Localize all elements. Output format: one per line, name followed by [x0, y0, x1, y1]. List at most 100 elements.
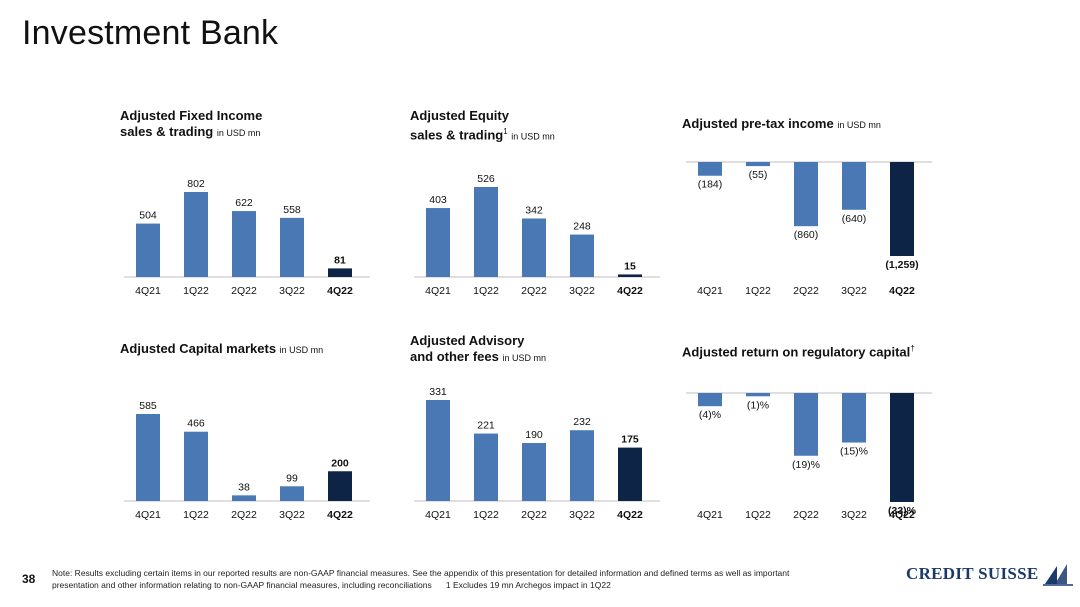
- data-label: 342: [525, 204, 543, 216]
- data-label: (33)%: [888, 505, 917, 517]
- data-label: (184): [698, 179, 723, 191]
- data-label: 403: [429, 194, 447, 206]
- chart-title-line1: Adjusted Capital markets: [120, 341, 277, 356]
- bar: [426, 400, 450, 501]
- bar: [328, 268, 352, 277]
- chart-unit: in USD mn: [279, 345, 324, 355]
- chart-title: Adjusted Equity sales & trading1 in USD …: [410, 108, 670, 144]
- category-label: 4Q21: [135, 285, 161, 297]
- chart-title-line1: Adjusted Equity: [410, 108, 509, 123]
- data-label: 802: [187, 178, 205, 190]
- category-label: 4Q21: [425, 509, 451, 521]
- category-label: 3Q22: [279, 509, 305, 521]
- bar: [570, 430, 594, 501]
- footnote-marker: †: [910, 344, 915, 353]
- bar-plot: 331 4Q21 221 1Q22 190 2Q22 232 3Q22 175 4Q22: [414, 386, 660, 521]
- category-label: 4Q22: [617, 285, 643, 297]
- category-label: 4Q21: [425, 285, 451, 297]
- data-label: 200: [331, 457, 349, 469]
- credit-suisse-logo: CREDIT SUISSE: [906, 562, 1073, 586]
- data-label: 622: [235, 197, 253, 209]
- data-label: (55): [749, 169, 768, 181]
- bar: [136, 223, 160, 277]
- chart-return-reg-capital: Adjusted return on regulatory capital† (…: [682, 341, 942, 541]
- bar: [842, 393, 866, 443]
- bar-plot: 504 4Q21 802 1Q22 622 2Q22 558 3Q22 81 4Q22: [124, 178, 370, 297]
- bar: [474, 187, 498, 277]
- bar: [794, 162, 818, 227]
- bar: [618, 274, 642, 277]
- data-label: 81: [334, 254, 346, 266]
- category-label: 4Q21: [697, 285, 723, 297]
- sails-icon: [1042, 564, 1073, 586]
- data-label: 466: [187, 418, 205, 430]
- category-label: 4Q22: [889, 285, 915, 297]
- data-label: (1)%: [747, 399, 769, 411]
- bar: [232, 495, 256, 501]
- chart-equity: Adjusted Equity sales & trading1 in USD …: [410, 108, 670, 308]
- bar-plot: (184) 4Q21 (55) 1Q22 (860) 2Q22 (640) 3Q22 (1,25…: [686, 161, 932, 297]
- bar: [522, 443, 546, 501]
- data-label: (1,259): [885, 259, 918, 271]
- category-label: 1Q22: [183, 509, 209, 521]
- chart-title: Adjusted pre-tax income in USD mn: [682, 116, 942, 133]
- chart-unit: in USD mn: [216, 128, 261, 138]
- category-label: 1Q22: [183, 285, 209, 297]
- category-label: 1Q22: [745, 509, 771, 521]
- chart-capital-markets: Adjusted Capital markets in USD mn 585 4Q…: [120, 341, 380, 541]
- bar: [746, 393, 770, 397]
- footnote-line-2: presentation and other information relat…: [52, 580, 611, 590]
- category-label: 3Q22: [841, 285, 867, 297]
- data-label: 15: [624, 260, 636, 272]
- bar: [698, 393, 722, 407]
- logo-text: CREDIT SUISSE: [906, 564, 1039, 583]
- category-label: 1Q22: [473, 509, 499, 521]
- data-label: 248: [573, 221, 591, 233]
- category-label: 4Q21: [697, 509, 723, 521]
- chart-title-line1: Adjusted Advisory: [410, 333, 525, 348]
- chart-title-line1: Adjusted pre-tax income: [682, 116, 834, 131]
- category-label: 3Q22: [841, 509, 867, 521]
- bar: [842, 162, 866, 210]
- category-label: 4Q21: [135, 509, 161, 521]
- chart-title: Adjusted Capital markets in USD mn: [120, 341, 380, 358]
- category-label: 4Q22: [327, 285, 353, 297]
- bar: [474, 433, 498, 501]
- data-label: 232: [573, 416, 591, 428]
- bar: [280, 486, 304, 501]
- category-label: 4Q22: [889, 509, 915, 521]
- bar-plot: 585 4Q21 466 1Q22 38 2Q22 99 3Q22 200 4Q22: [124, 400, 370, 521]
- bar: [618, 447, 642, 501]
- data-label: 504: [139, 210, 157, 222]
- bar: [698, 162, 722, 176]
- footnote: Note: Results excluding certain items in…: [52, 567, 872, 591]
- category-label: 2Q22: [521, 285, 547, 297]
- chart-unit: in USD mn: [837, 120, 881, 130]
- data-label: 331: [429, 386, 447, 398]
- bar-plot: 403 4Q21 526 1Q22 342 2Q22 248 3Q22 15 4Q22: [414, 173, 660, 297]
- bar: [184, 431, 208, 501]
- data-label: 99: [286, 472, 298, 484]
- bar: [794, 393, 818, 456]
- category-label: 3Q22: [569, 509, 595, 521]
- bar: [184, 192, 208, 277]
- chart-title-line2: sales & trading: [120, 124, 214, 139]
- chart-fixed-income: Adjusted Fixed Income sales & trading in…: [120, 108, 380, 308]
- category-label: 2Q22: [793, 285, 819, 297]
- bar-plot: (4)% 4Q21 (1)% 1Q22 (19)% 2Q22 (15)% 3Q22 (33)%4…: [686, 392, 932, 521]
- data-label: (860): [794, 229, 819, 241]
- data-label: 526: [477, 173, 495, 185]
- chart-advisory: Adjusted Advisory and other fees in USD …: [410, 333, 670, 533]
- footnote-marker: 1: [503, 127, 508, 136]
- chart-unit: in USD mn: [502, 353, 546, 363]
- bar: [280, 217, 304, 277]
- category-label: 1Q22: [473, 285, 499, 297]
- bar: [746, 162, 770, 167]
- bar: [232, 211, 256, 277]
- data-label: 190: [525, 429, 543, 441]
- category-label: 3Q22: [569, 285, 595, 297]
- category-label: 3Q22: [279, 285, 305, 297]
- data-label: 221: [477, 420, 495, 432]
- category-label: 2Q22: [231, 285, 257, 297]
- category-label: 4Q22: [617, 509, 643, 521]
